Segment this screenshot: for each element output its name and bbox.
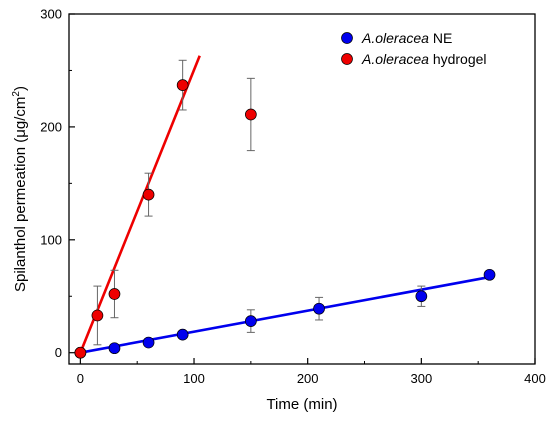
legend-label-hydrogel-italic: A.oleracea — [361, 51, 429, 67]
y-axis-label-unit: g/cm — [12, 97, 29, 130]
data-point-ne — [245, 315, 257, 327]
x-tick-label: 200 — [297, 371, 319, 386]
legend-item-hydrogel: A.oleracea hydrogel — [341, 51, 487, 67]
y-tick-label: 200 — [40, 119, 62, 134]
legend-label-ne-rest: NE — [429, 30, 452, 46]
data-point-hydrogel — [176, 79, 189, 91]
error-bars — [93, 59, 426, 346]
legend: A.oleracea NE A.oleracea hydrogel — [341, 30, 487, 67]
data-point-ne — [415, 290, 428, 303]
y-tick-label: 300 — [40, 7, 62, 22]
legend-label-ne-italic: A.oleracea — [361, 30, 429, 46]
x-tick-label: 300 — [410, 371, 432, 386]
fit-line-ne — [80, 275, 490, 354]
legend-label-ne: A.oleracea NE — [361, 30, 452, 46]
y-axis-label: Spilanthol permeation (μg/cm2) — [11, 86, 29, 292]
y-axis-label-sup: 2 — [11, 91, 22, 97]
x-tick-label: 400 — [524, 371, 546, 386]
fit-lines — [79, 55, 490, 354]
data-point-ne — [313, 302, 325, 315]
data-markers — [74, 79, 496, 359]
legend-marker-ne — [341, 32, 353, 44]
plot-frame — [68, 13, 536, 365]
legend-item-ne: A.oleracea NE — [341, 30, 452, 46]
y-axis-label-mu: μ — [12, 129, 29, 138]
data-point-hydrogel — [74, 346, 87, 359]
legend-label-hydrogel: A.oleracea hydrogel — [361, 51, 487, 67]
x-tick-label: 0 — [77, 371, 84, 386]
fit-line-hydrogel — [79, 55, 201, 354]
x-axis-label: Time (min) — [266, 396, 337, 413]
x-axis: 0 100 200 300 400 — [77, 358, 546, 386]
x-tick-label: 100 — [183, 371, 205, 386]
y-tick-label: 0 — [55, 345, 62, 360]
data-point-ne — [108, 342, 121, 355]
data-point-ne — [142, 336, 155, 349]
y-axis-label-main: Spilanthol permeation ( — [12, 138, 29, 292]
y-axis: 0 100 200 300 — [40, 7, 75, 360]
data-point-ne — [176, 328, 189, 341]
data-point-ne — [483, 268, 496, 281]
legend-label-hydrogel-rest: hydrogel — [429, 51, 487, 67]
data-point-hydrogel — [91, 309, 104, 322]
y-tick-label: 100 — [40, 232, 62, 247]
legend-marker-hydrogel — [341, 53, 353, 65]
data-point-hydrogel — [142, 188, 155, 201]
y-axis-label-close: ) — [12, 86, 29, 91]
data-point-hydrogel — [245, 108, 257, 121]
data-point-hydrogel — [108, 288, 121, 300]
